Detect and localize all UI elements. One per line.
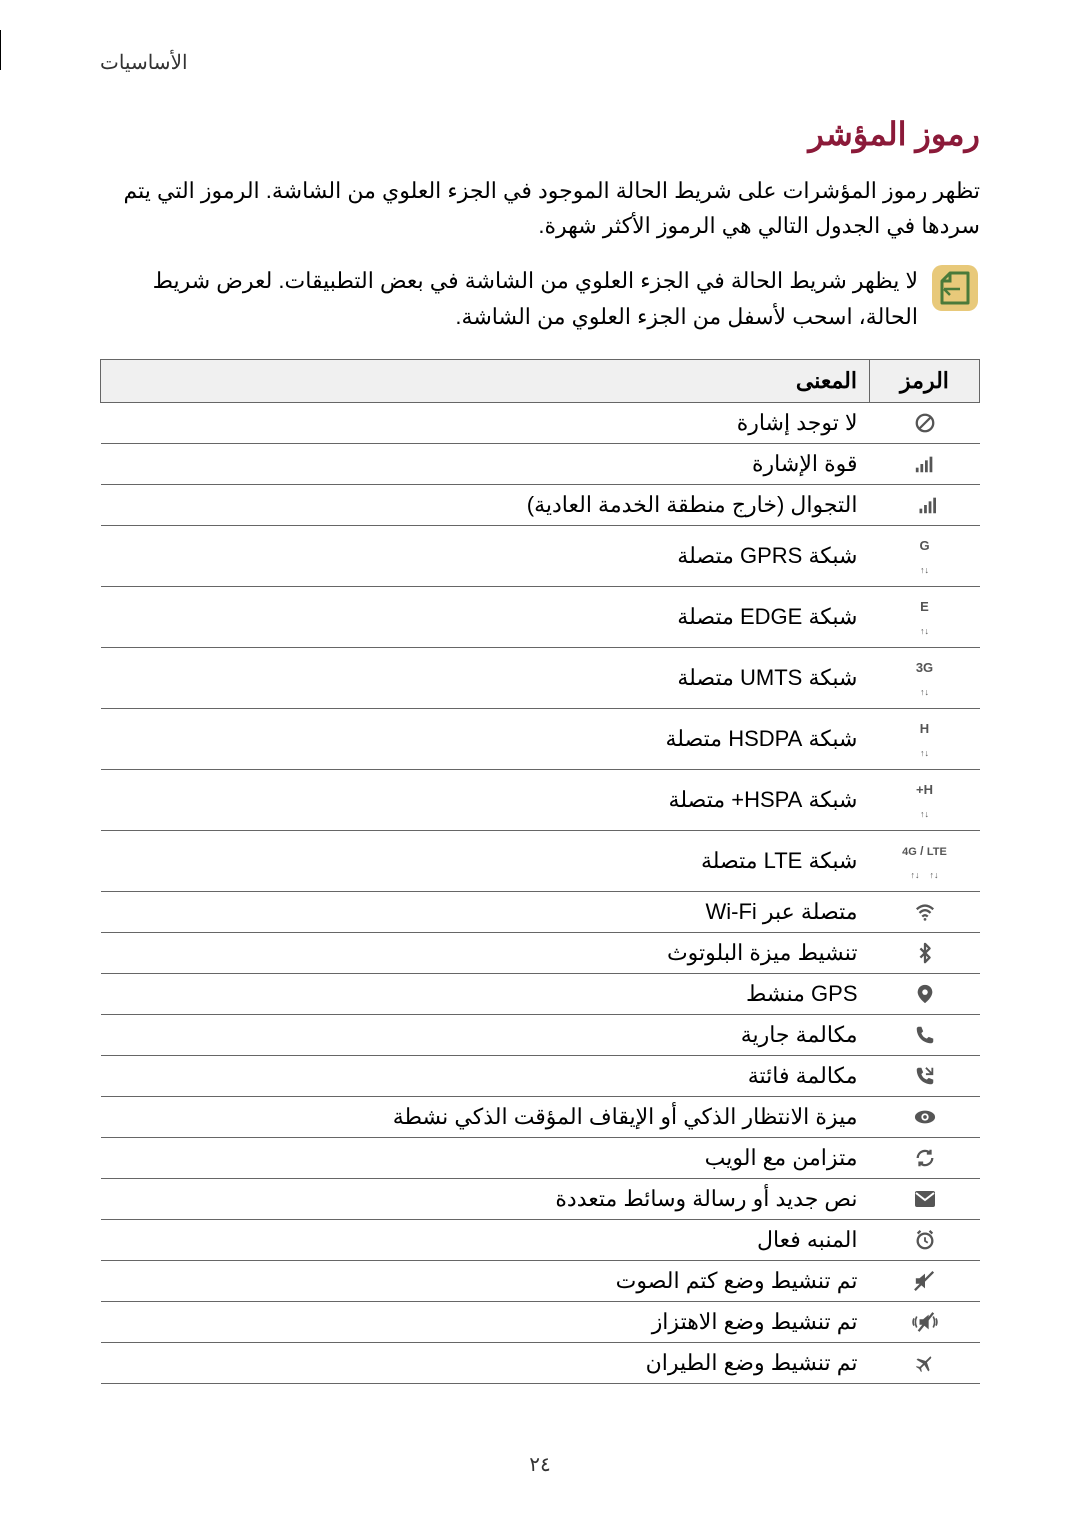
meaning-cell: شبكة HSPA+ متصلة bbox=[101, 769, 870, 830]
meaning-cell: التجوال (خارج منطقة الخدمة العادية) bbox=[101, 484, 870, 525]
no-signal-icon bbox=[870, 402, 980, 443]
airplane-icon bbox=[870, 1342, 980, 1383]
meaning-cell: شبكة HSDPA متصلة bbox=[101, 708, 870, 769]
table-row: تم تنشيط وضع الاهتزاز bbox=[101, 1301, 980, 1342]
meaning-cell: تنشيط ميزة البلوتوث bbox=[101, 932, 870, 973]
meaning-cell: تم تنشيط وضع الطيران bbox=[101, 1342, 870, 1383]
table-row: H↓↑شبكة HSDPA متصلة bbox=[101, 708, 980, 769]
gps-icon bbox=[870, 973, 980, 1014]
bluetooth-icon bbox=[870, 932, 980, 973]
missed-call-icon bbox=[870, 1055, 980, 1096]
sync-icon bbox=[870, 1137, 980, 1178]
header-meaning: المعنى bbox=[101, 359, 870, 402]
meaning-cell: تم تنشيط وضع كتم الصوت bbox=[101, 1260, 870, 1301]
table-row: نص جديد أو رسالة وسائط متعددة bbox=[101, 1178, 980, 1219]
table-row: تنشيط ميزة البلوتوث bbox=[101, 932, 980, 973]
note-icon bbox=[930, 263, 980, 313]
table-row: E↓↑شبكة EDGE متصلة bbox=[101, 586, 980, 647]
page-content: رموز المؤشر تظهر رموز المؤشرات على شريط … bbox=[0, 85, 1080, 1384]
page-title: رموز المؤشر bbox=[100, 115, 980, 153]
call-icon bbox=[870, 1014, 980, 1055]
hsdpa-icon: H↓↑ bbox=[870, 708, 980, 769]
meaning-cell: GPS منشط bbox=[101, 973, 870, 1014]
table-row: لا توجد إشارة bbox=[101, 402, 980, 443]
meaning-cell: ميزة الانتظار الذكي أو الإيقاف المؤقت ال… bbox=[101, 1096, 870, 1137]
meaning-cell: نص جديد أو رسالة وسائط متعددة bbox=[101, 1178, 870, 1219]
table-row: تم تنشيط وضع الطيران bbox=[101, 1342, 980, 1383]
header-icon: الرمز bbox=[870, 359, 980, 402]
mute-icon bbox=[870, 1260, 980, 1301]
table-row: متصلة عبر Wi-Fi bbox=[101, 891, 980, 932]
wifi-icon bbox=[870, 891, 980, 932]
meaning-cell: تم تنشيط وضع الاهتزاز bbox=[101, 1301, 870, 1342]
breadcrumb: الأساسيات bbox=[100, 52, 188, 74]
table-row: R التجوال (خارج منطقة الخدمة العادية) bbox=[101, 484, 980, 525]
meaning-cell: قوة الإشارة bbox=[101, 443, 870, 484]
message-icon bbox=[870, 1178, 980, 1219]
page-header: الأساسيات bbox=[0, 0, 1080, 85]
table-row: GPS منشط bbox=[101, 973, 980, 1014]
svg-text:R: R bbox=[912, 495, 913, 506]
table-row: 3G↓↑شبكة UMTS متصلة bbox=[101, 647, 980, 708]
alarm-icon bbox=[870, 1219, 980, 1260]
meaning-cell: شبكة LTE متصلة bbox=[101, 830, 870, 891]
lte-icon: 4G / LTE↓↑ ↓↑ bbox=[870, 830, 980, 891]
note-text: لا يظهر شريط الحالة في الجزء العلوي من ا… bbox=[100, 263, 918, 333]
meaning-cell: لا توجد إشارة bbox=[101, 402, 870, 443]
table-row: قوة الإشارة bbox=[101, 443, 980, 484]
table-row: مكالمة جارية bbox=[101, 1014, 980, 1055]
gprs-icon: G↓↑ bbox=[870, 525, 980, 586]
intro-paragraph: تظهر رموز المؤشرات على شريط الحالة الموج… bbox=[100, 173, 980, 243]
page-number: ٢٤ bbox=[529, 1452, 550, 1477]
table-row: G↓↑شبكة GPRS متصلة bbox=[101, 525, 980, 586]
vibrate-icon bbox=[870, 1301, 980, 1342]
smart-stay-icon bbox=[870, 1096, 980, 1137]
roaming-icon: R bbox=[870, 484, 980, 525]
meaning-cell: متصلة عبر Wi-Fi bbox=[101, 891, 870, 932]
meaning-cell: شبكة EDGE متصلة bbox=[101, 586, 870, 647]
table-row: المنبه فعال bbox=[101, 1219, 980, 1260]
note-box: لا يظهر شريط الحالة في الجزء العلوي من ا… bbox=[100, 263, 980, 333]
meaning-cell: شبكة GPRS متصلة bbox=[101, 525, 870, 586]
umts-icon: 3G↓↑ bbox=[870, 647, 980, 708]
table-row: متزامن مع الويب bbox=[101, 1137, 980, 1178]
meaning-cell: شبكة UMTS متصلة bbox=[101, 647, 870, 708]
table-row: ميزة الانتظار الذكي أو الإيقاف المؤقت ال… bbox=[101, 1096, 980, 1137]
hspa-icon: H+↓↑ bbox=[870, 769, 980, 830]
meaning-cell: المنبه فعال bbox=[101, 1219, 870, 1260]
meaning-cell: متزامن مع الويب bbox=[101, 1137, 870, 1178]
meaning-cell: مكالمة جارية bbox=[101, 1014, 870, 1055]
table-row: تم تنشيط وضع كتم الصوت bbox=[101, 1260, 980, 1301]
table-row: H+↓↑شبكة HSPA+ متصلة bbox=[101, 769, 980, 830]
meaning-cell: مكالمة فائتة bbox=[101, 1055, 870, 1096]
signal-icon bbox=[870, 443, 980, 484]
indicator-table: الرمز المعنى لا توجد إشارةقوة الإشارة R ال… bbox=[100, 359, 980, 1384]
table-row: مكالمة فائتة bbox=[101, 1055, 980, 1096]
table-header-row: الرمز المعنى bbox=[101, 359, 980, 402]
table-row: 4G / LTE↓↑ ↓↑شبكة LTE متصلة bbox=[101, 830, 980, 891]
edge-icon: E↓↑ bbox=[870, 586, 980, 647]
